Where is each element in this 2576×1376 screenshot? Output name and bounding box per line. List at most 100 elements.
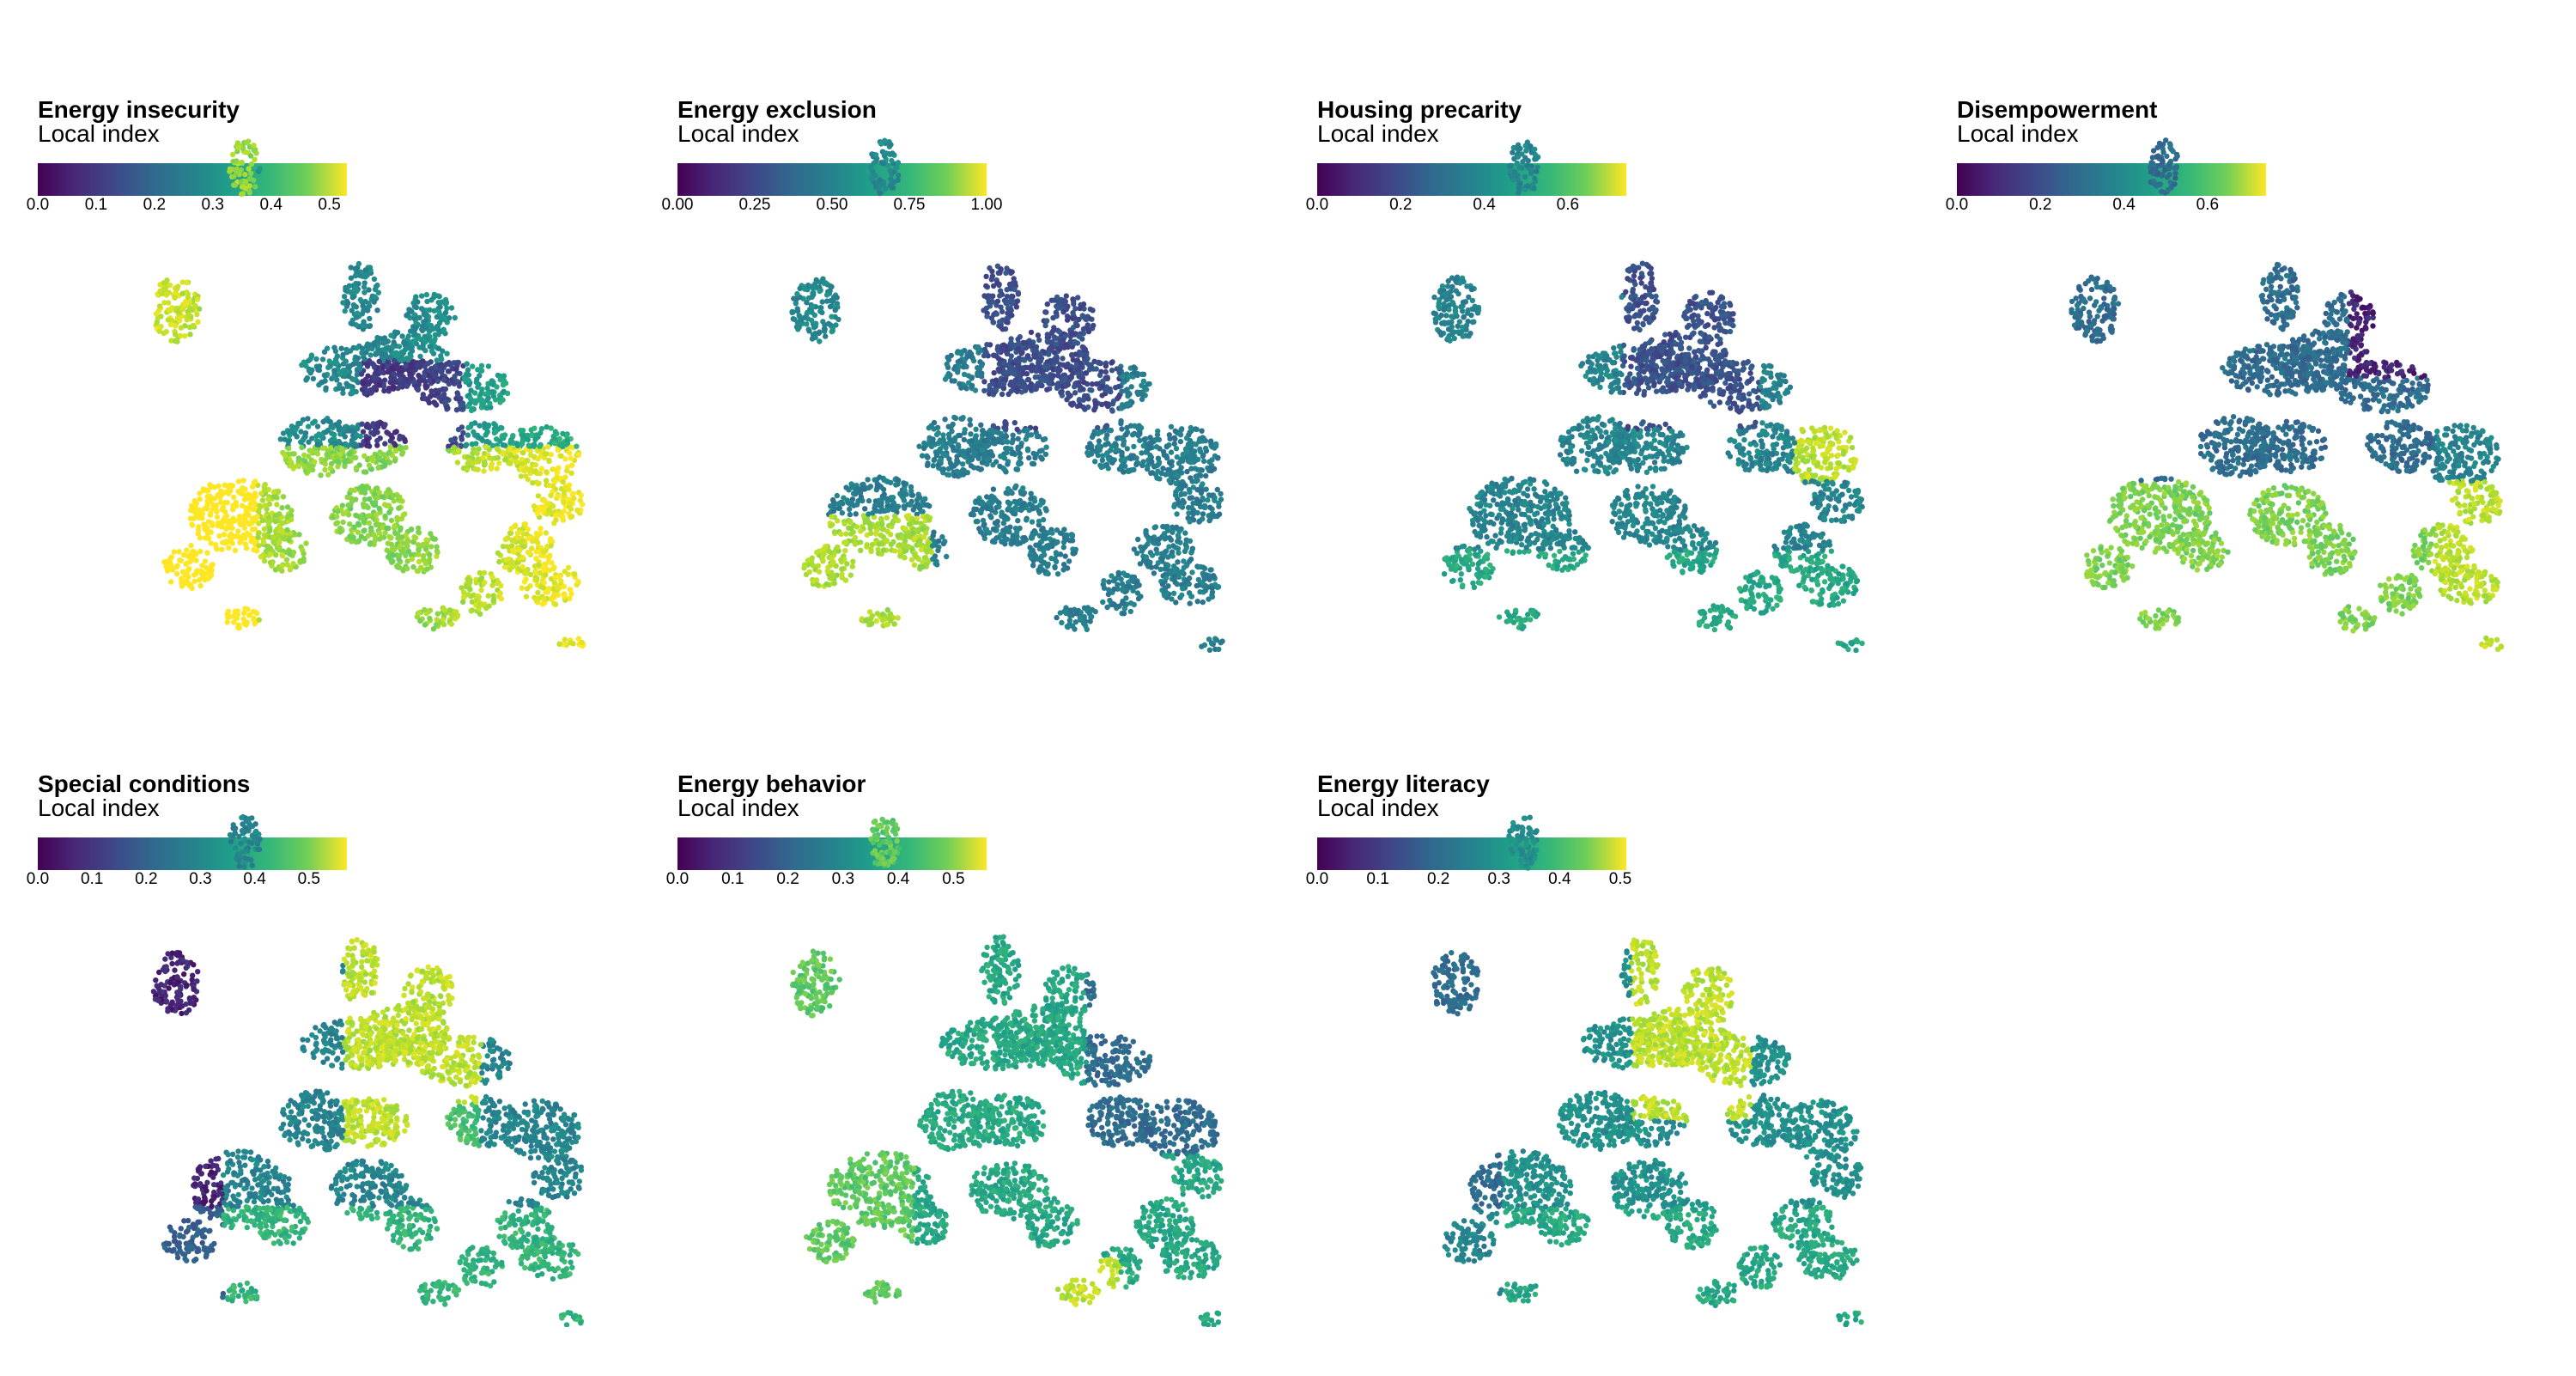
- region-dot: [325, 418, 332, 424]
- region-dot: [813, 320, 819, 326]
- region-dot: [553, 475, 560, 481]
- region-dot: [474, 459, 480, 465]
- region-dot: [303, 362, 309, 369]
- region-dot: [1174, 511, 1180, 517]
- region-dot: [355, 426, 361, 432]
- region-dot: [155, 307, 162, 314]
- region-dot: [510, 547, 516, 553]
- region-dot: [891, 548, 898, 554]
- region-dot: [900, 490, 907, 497]
- region-dot: [916, 443, 922, 449]
- region-dot: [489, 442, 495, 448]
- region-dot: [940, 432, 946, 438]
- region-dot: [562, 636, 568, 642]
- region-dot: [923, 530, 929, 536]
- region-dot: [241, 620, 247, 627]
- region-dot: [454, 460, 461, 466]
- region-dot: [258, 554, 264, 560]
- region-dot: [927, 503, 933, 509]
- region-dot: [794, 290, 800, 297]
- region-dot: [465, 403, 471, 410]
- region-dot: [1024, 353, 1030, 359]
- region-dot: [925, 454, 931, 460]
- region-dot: [1081, 306, 1087, 312]
- region-dot: [1199, 487, 1206, 494]
- region-dot: [1104, 374, 1110, 381]
- region-dot: [1016, 460, 1022, 467]
- region-dot: [428, 531, 434, 537]
- region-dot: [829, 283, 835, 290]
- region-dot: [389, 435, 395, 441]
- region-dot: [1118, 420, 1124, 427]
- region-dot: [187, 515, 194, 521]
- region-dot: [939, 533, 945, 540]
- region-dot: [163, 329, 169, 335]
- region-dot: [276, 566, 283, 572]
- region-dot: [518, 473, 525, 479]
- region-dot: [1008, 336, 1014, 342]
- region-dot: [501, 457, 508, 463]
- region-dot: [228, 520, 234, 527]
- region-dot: [549, 511, 555, 518]
- region-dot: [236, 624, 243, 631]
- region-dot: [396, 505, 402, 511]
- region-dot: [425, 361, 431, 367]
- region-dot: [989, 268, 995, 275]
- region-dot: [958, 448, 964, 454]
- region-dot: [415, 542, 422, 548]
- region-dot: [979, 448, 986, 454]
- region-dot: [1032, 374, 1038, 381]
- region-dot: [983, 273, 989, 280]
- region-dot: [392, 522, 398, 529]
- region-dot: [931, 457, 937, 464]
- region-dot: [1200, 503, 1206, 510]
- region-dot: [404, 565, 410, 572]
- region-dot: [381, 463, 388, 469]
- region-dot: [403, 362, 409, 369]
- region-dot: [567, 500, 573, 506]
- region-dot: [252, 478, 258, 484]
- region-dot: [533, 530, 539, 537]
- region-dot: [1103, 441, 1109, 448]
- region-dot: [342, 434, 348, 440]
- region-dot: [333, 446, 340, 452]
- region-dot: [839, 566, 845, 572]
- region-dot: [199, 510, 206, 517]
- region-dot: [336, 438, 342, 445]
- region-dot: [174, 563, 180, 569]
- region-dot: [272, 513, 278, 519]
- region-dot: [1109, 456, 1115, 463]
- region-dot: [544, 469, 550, 475]
- region-dot: [354, 372, 360, 378]
- region-dot: [382, 530, 388, 536]
- region-dot: [1088, 451, 1095, 457]
- region-dot: [477, 576, 483, 583]
- region-dot: [830, 298, 836, 304]
- region-dot: [234, 149, 240, 155]
- region-dot: [820, 547, 826, 553]
- region-dot: [834, 492, 840, 499]
- region-dot: [551, 435, 557, 441]
- region-dot: [289, 460, 295, 466]
- region-dot: [930, 533, 936, 539]
- region-dot: [464, 361, 470, 367]
- region-dot: [305, 416, 311, 422]
- region-dot: [395, 515, 401, 521]
- region-dot: [1030, 460, 1037, 467]
- region-dot: [394, 563, 401, 569]
- region-dot: [981, 452, 988, 459]
- region-dot: [994, 280, 1000, 286]
- region-dot: [865, 477, 871, 483]
- region-dot: [289, 508, 295, 514]
- region-dot: [282, 452, 288, 459]
- region-dot: [196, 514, 202, 521]
- region-dot: [197, 582, 204, 589]
- region-dot: [999, 391, 1005, 398]
- region-dot: [513, 441, 520, 447]
- region-dot: [814, 581, 820, 588]
- region-dot: [259, 517, 265, 524]
- region-dot: [477, 435, 483, 441]
- region-dot: [951, 472, 957, 478]
- region-dot: [321, 372, 327, 378]
- region-dot: [284, 504, 291, 510]
